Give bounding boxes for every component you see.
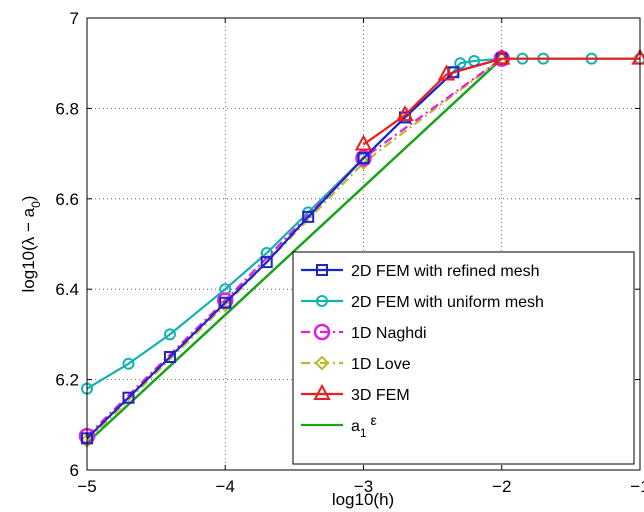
square-marker bbox=[122, 391, 135, 404]
legend-label-main: 2D FEM with refined mesh bbox=[351, 263, 540, 280]
axis-ticks: −5 −4 −3 −2 −1 6 6.2 6.4 6.6 6.8 7 bbox=[55, 9, 644, 496]
x-tick-label: −3 bbox=[354, 477, 373, 496]
legend-entry: 1D Love bbox=[301, 355, 411, 373]
triangle-marker bbox=[493, 48, 511, 65]
legend-label: 1D Naghdi bbox=[351, 325, 427, 342]
x-tick-label: −2 bbox=[492, 477, 511, 496]
diamond-marker bbox=[314, 355, 330, 371]
square-marker bbox=[163, 351, 176, 363]
square-marker bbox=[316, 264, 328, 276]
series-5 bbox=[86, 57, 503, 444]
legend-label-main: 1D Naghdi bbox=[351, 325, 427, 342]
y-axis-label-close: ) bbox=[19, 196, 38, 202]
square-marker bbox=[219, 296, 232, 309]
circle-marker bbox=[454, 57, 467, 70]
square-marker bbox=[302, 210, 315, 223]
circle-marker bbox=[313, 323, 331, 341]
triangle-marker bbox=[354, 134, 373, 151]
y-axis-label: log10(λ − a0) bbox=[19, 196, 43, 293]
legend-label: 1D Love bbox=[351, 356, 411, 373]
legend-label-main: 3D FEM bbox=[351, 387, 410, 404]
legend-label: 3D FEM bbox=[351, 387, 410, 404]
square-marker bbox=[260, 256, 273, 269]
series-line bbox=[362, 57, 640, 146]
circle-marker bbox=[122, 357, 135, 370]
triangle-marker bbox=[396, 105, 414, 122]
series-line bbox=[86, 57, 503, 437]
triangle-marker bbox=[437, 64, 456, 81]
x-tick-label: −1 bbox=[630, 477, 644, 496]
legend-label-main: 2D FEM with uniform mesh bbox=[351, 294, 544, 311]
series-line bbox=[86, 57, 503, 444]
series-line bbox=[86, 57, 503, 442]
square-marker bbox=[357, 152, 370, 165]
y-tick-label: 6 bbox=[70, 461, 79, 480]
legend-entry: 2D FEM with uniform mesh bbox=[301, 294, 544, 311]
legend-box bbox=[292, 251, 635, 465]
y-tick-label: 7 bbox=[70, 9, 79, 28]
series-layer bbox=[78, 48, 644, 449]
y-tick-label: 6.6 bbox=[55, 190, 79, 209]
x-tick-label: −5 bbox=[77, 477, 96, 496]
y-tick-label: 6.4 bbox=[55, 280, 79, 299]
legend: 2D FEM with refined mesh 2D FEM with unif… bbox=[292, 251, 635, 465]
legend-entry: a1 ε bbox=[301, 412, 377, 440]
triangle-marker bbox=[313, 383, 331, 400]
legend-label-rest: ε bbox=[367, 412, 377, 428]
x-tick-label: −4 bbox=[216, 477, 235, 496]
legend-label: a1 ε bbox=[351, 412, 377, 440]
legend-entry: 1D Naghdi bbox=[301, 323, 427, 342]
y-tick-label: 6.8 bbox=[55, 99, 79, 118]
y-axis-label-subscript: 0 bbox=[29, 201, 43, 208]
legend-label-subscript: 1 bbox=[360, 426, 367, 440]
legend-label: 2D FEM with refined mesh bbox=[351, 263, 540, 280]
legend-label: 2D FEM with uniform mesh bbox=[351, 294, 544, 311]
legend-entry: 2D FEM with refined mesh bbox=[301, 263, 540, 280]
legend-entry: 3D FEM bbox=[301, 383, 410, 404]
series-line bbox=[86, 57, 503, 440]
legend-label-main: 1D Love bbox=[351, 356, 411, 373]
legend-label-main: a bbox=[351, 418, 360, 435]
circle-marker bbox=[355, 149, 372, 167]
circle-marker bbox=[163, 328, 176, 341]
y-tick-label: 6.2 bbox=[55, 371, 79, 390]
circle-marker bbox=[316, 295, 328, 307]
x-axis-label: log10(h) bbox=[332, 490, 394, 509]
y-axis-label-main: log10(λ − a bbox=[19, 207, 38, 292]
